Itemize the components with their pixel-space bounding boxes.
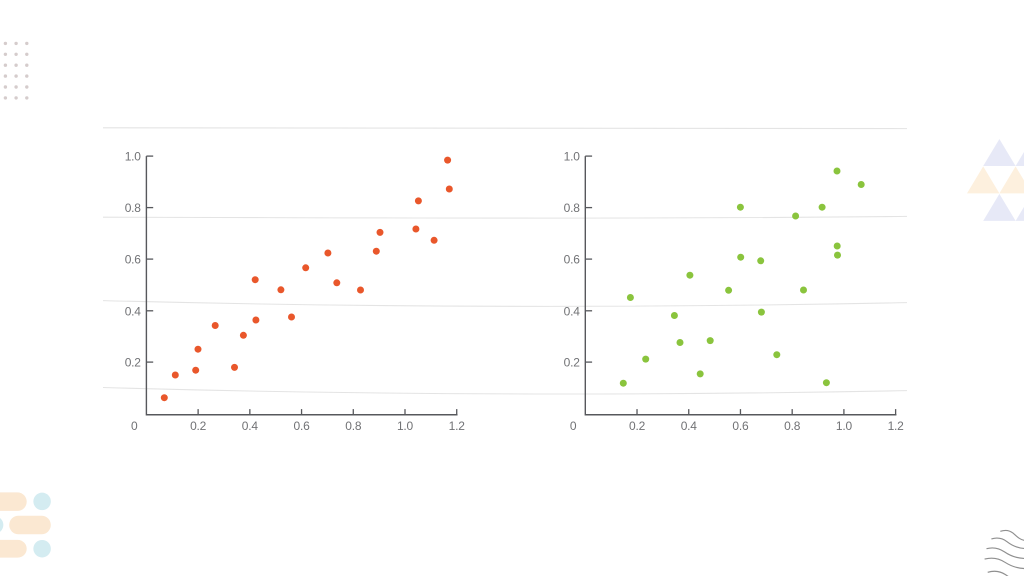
svg-text:0.6: 0.6 bbox=[564, 253, 581, 267]
svg-text:0: 0 bbox=[131, 419, 138, 433]
svg-text:0.4: 0.4 bbox=[564, 304, 581, 318]
svg-text:0.8: 0.8 bbox=[564, 201, 581, 215]
svg-text:0.8: 0.8 bbox=[784, 419, 801, 433]
svg-text:0.8: 0.8 bbox=[125, 201, 142, 215]
svg-text:0.8: 0.8 bbox=[345, 419, 362, 433]
svg-text:0.6: 0.6 bbox=[732, 419, 749, 433]
svg-text:0.4: 0.4 bbox=[242, 419, 259, 433]
svg-text:0.4: 0.4 bbox=[125, 304, 142, 318]
svg-text:1.0: 1.0 bbox=[564, 150, 581, 164]
svg-text:1.0: 1.0 bbox=[836, 419, 853, 433]
svg-text:1.2: 1.2 bbox=[888, 419, 905, 433]
svg-text:0: 0 bbox=[570, 419, 577, 433]
svg-text:0.2: 0.2 bbox=[190, 419, 207, 433]
svg-text:0.4: 0.4 bbox=[681, 419, 698, 433]
svg-text:1.0: 1.0 bbox=[397, 419, 414, 433]
svg-text:0.2: 0.2 bbox=[125, 356, 142, 370]
svg-text:0.2: 0.2 bbox=[629, 419, 646, 433]
svg-text:1.0: 1.0 bbox=[125, 150, 142, 164]
svg-text:0.6: 0.6 bbox=[294, 419, 311, 433]
svg-text:0.6: 0.6 bbox=[125, 253, 142, 267]
svg-text:1.2: 1.2 bbox=[449, 419, 466, 433]
svg-text:0.2: 0.2 bbox=[564, 356, 581, 370]
